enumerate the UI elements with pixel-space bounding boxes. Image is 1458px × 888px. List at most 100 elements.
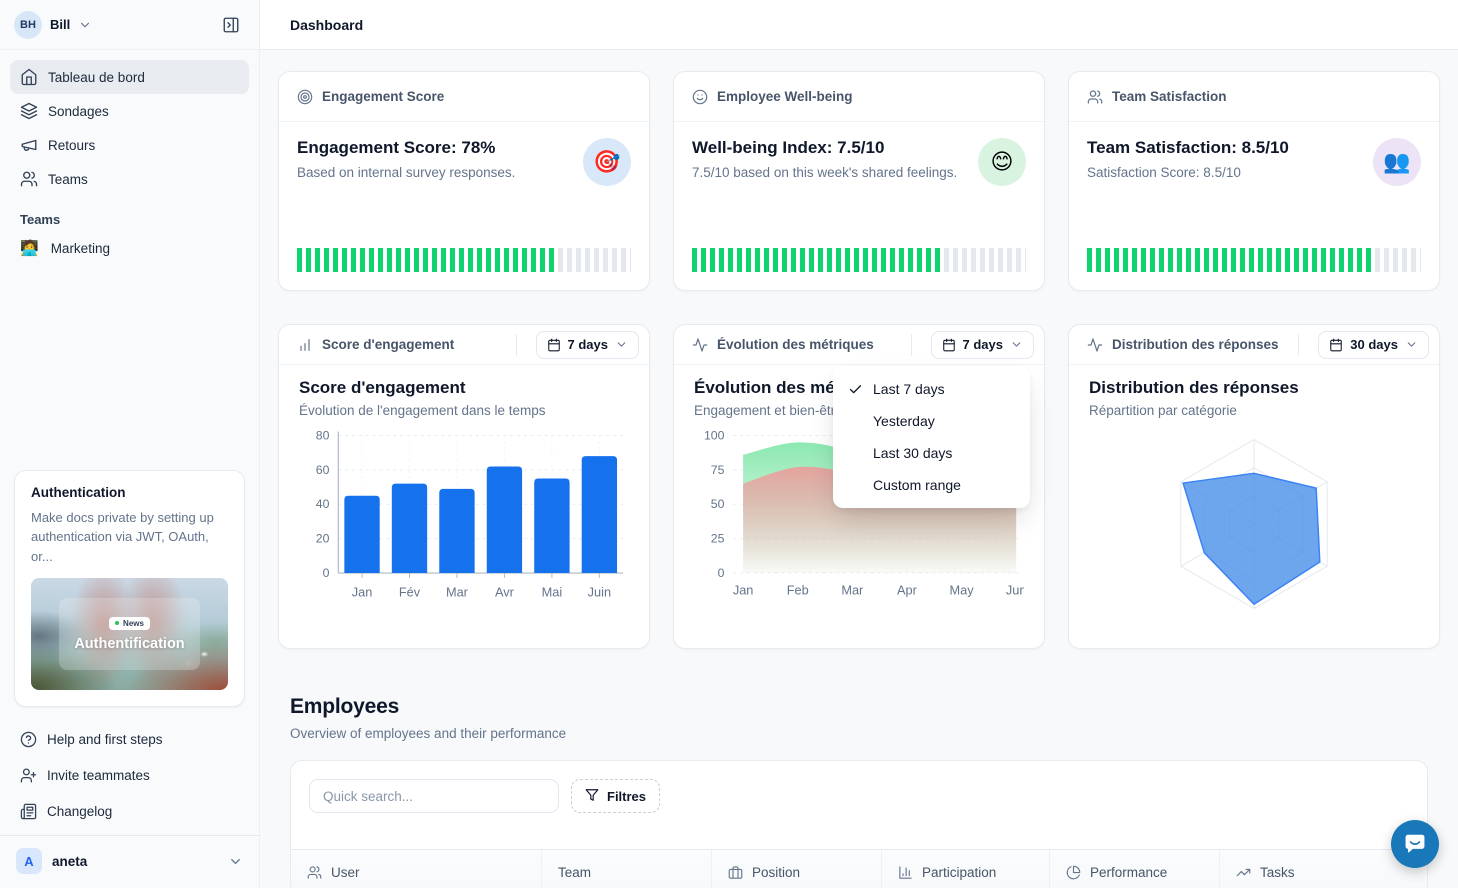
user-plus-icon	[20, 767, 37, 783]
workspace-avatar: A	[16, 848, 42, 874]
search-input[interactable]	[309, 779, 559, 813]
menu-item-last-30-days[interactable]: Last 30 days	[833, 437, 1030, 469]
collapse-sidebar-button[interactable]	[217, 11, 245, 39]
column-header-user[interactable]: User	[291, 850, 541, 888]
card-body: Engagement Score: 78% Based on internal …	[279, 122, 649, 290]
filters-button[interactable]: Filtres	[571, 779, 661, 813]
sidebar-item-label: Sondages	[48, 103, 109, 119]
sidebar-item-label: Changelog	[47, 803, 113, 819]
sidebar-item-tableau-de-bord[interactable]: Tableau de bord	[10, 60, 249, 94]
user-menu[interactable]: Bill	[50, 17, 71, 32]
date-range-button[interactable]: 7 days	[535, 330, 639, 359]
svg-text:Feb: Feb	[787, 583, 809, 598]
menu-item-label: Last 7 days	[873, 381, 945, 397]
workspace-name: aneta	[52, 853, 88, 869]
sidebar-item-label: Tableau de bord	[48, 69, 145, 85]
svg-text:Juin: Juin	[588, 585, 611, 600]
table-toolbar: Filtres	[291, 761, 1427, 831]
sidebar-team-marketing[interactable]: 🧑‍💻 Marketing	[10, 231, 249, 265]
megaphone-icon	[21, 139, 37, 151]
target-icon	[297, 89, 313, 104]
svg-text:Mar: Mar	[446, 585, 469, 600]
svg-text:0: 0	[323, 566, 330, 580]
sidebar-header: BH Bill	[0, 0, 259, 50]
table-header-row: User Team Position Participation Performance…	[291, 849, 1427, 888]
card-header-title: Évolution des métriques	[717, 337, 874, 352]
svg-text:20: 20	[316, 532, 330, 546]
card-header: Employee Well-being	[674, 72, 1044, 122]
menu-item-last-7-days[interactable]: Last 7 days	[833, 373, 1030, 405]
stat-emoji-icon: 🎯	[583, 138, 631, 186]
menu-item-custom-range[interactable]: Custom range	[833, 469, 1030, 501]
chat-launcher-button[interactable]	[1391, 820, 1439, 868]
sidebar-item-changelog[interactable]: Changelog	[10, 793, 249, 829]
chevron-down-icon	[228, 854, 243, 869]
sidebar: BH Bill Tableau de bord Sondages Retours Te…	[0, 0, 260, 888]
column-label: Participation	[922, 864, 997, 880]
column-header-tasks[interactable]: Tasks	[1219, 850, 1427, 888]
employees-table-card: Filtres User Team Position Participation Per…	[290, 760, 1428, 888]
stat-emoji-icon: 😊	[978, 138, 1026, 186]
news-badge: News	[109, 616, 150, 630]
card-header-title: Team Satisfaction	[1112, 89, 1227, 104]
employees-subtitle: Overview of employees and their performa…	[290, 726, 567, 741]
column-label: Position	[752, 864, 801, 880]
date-range-button[interactable]: 30 days	[1318, 330, 1429, 359]
card-body: Well-being Index: 7.5/10 7.5/10 based on…	[674, 122, 1044, 290]
chevron-down-icon[interactable]	[78, 18, 92, 32]
activity-icon	[692, 337, 708, 352]
sidebar-item-teams[interactable]: Teams	[10, 162, 249, 196]
svg-text:Jun: Jun	[1006, 583, 1024, 598]
date-range-button[interactable]: 7 days	[930, 330, 1034, 359]
promo-card[interactable]: Authentication Make docs private by sett…	[14, 469, 245, 707]
date-range-label: 30 days	[1350, 337, 1398, 352]
sidebar-item-invite-teammates[interactable]: Invite teammates	[10, 757, 249, 793]
svg-text:Mar: Mar	[841, 583, 864, 598]
svg-text:0: 0	[718, 566, 725, 580]
promo-image[interactable]: News Authentification	[31, 578, 228, 690]
card-header-title: Employee Well-being	[717, 89, 853, 104]
column-header-performance[interactable]: Performance	[1049, 850, 1219, 888]
calendar-icon	[942, 338, 955, 351]
column-header-team[interactable]: Team	[541, 850, 711, 888]
team-emoji-icon: 🧑‍💻	[20, 239, 39, 257]
calendar-icon	[547, 338, 560, 351]
svg-text:80: 80	[316, 428, 330, 442]
chevron-down-icon	[617, 342, 626, 347]
home-icon	[21, 68, 37, 86]
radar-chart	[1180, 438, 1328, 610]
chart-heading: Score d'engagement	[299, 378, 466, 397]
sidebar-item-retours[interactable]: Retours	[10, 128, 249, 162]
chart-col-icon	[899, 865, 912, 879]
chart-plot: 0 20 40 60 80 Jan Fév Mar Avr Mai Juin	[299, 424, 629, 616]
card-header: Distribution des réponses 30 days	[1069, 325, 1439, 365]
layers-icon	[20, 102, 38, 120]
stat-subtitle: 7.5/10 based on this week's shared feeli…	[692, 165, 958, 180]
column-header-position[interactable]: Position	[711, 850, 881, 888]
column-header-participation[interactable]: Participation	[881, 850, 1049, 888]
chart-subheading: Évolution de l'engagement dans le temps	[299, 403, 546, 418]
sidebar-footer-nav: Help and first steps Invite teammates Chan…	[0, 721, 259, 835]
chevron-down-icon	[81, 22, 90, 27]
chart-plot	[1089, 428, 1419, 620]
menu-item-label: Last 30 days	[873, 445, 953, 461]
newspaper-icon	[20, 803, 37, 819]
progress-bar	[1087, 248, 1421, 272]
stat-title: Engagement Score: 78%	[297, 138, 496, 157]
column-label: Team	[558, 864, 592, 880]
menu-item-yesterday[interactable]: Yesterday	[833, 405, 1030, 437]
column-label: Tasks	[1260, 864, 1295, 880]
column-label: User	[331, 864, 360, 880]
funnel-icon	[585, 788, 599, 801]
workspace-switcher[interactable]: A aneta	[0, 835, 259, 888]
menu-item-label: Custom range	[873, 477, 961, 493]
sidebar-item-sondages[interactable]: Sondages	[10, 94, 249, 128]
bar-chart: 0 20 40 60 80 Jan Fév Mar Avr Mai Juin	[316, 428, 624, 600]
badge-dot-icon	[115, 621, 120, 625]
promo-image-title: Authentification	[74, 635, 185, 652]
bar-chart-icon	[300, 338, 310, 351]
sidebar-item-help-and-first-steps[interactable]: Help and first steps	[10, 721, 249, 757]
stat-card-employee-well-being: Employee Well-being Well-being Index: 7.…	[673, 71, 1045, 291]
team-label: Marketing	[50, 240, 110, 256]
chart-subheading: Engagement et bien-être	[694, 403, 843, 418]
